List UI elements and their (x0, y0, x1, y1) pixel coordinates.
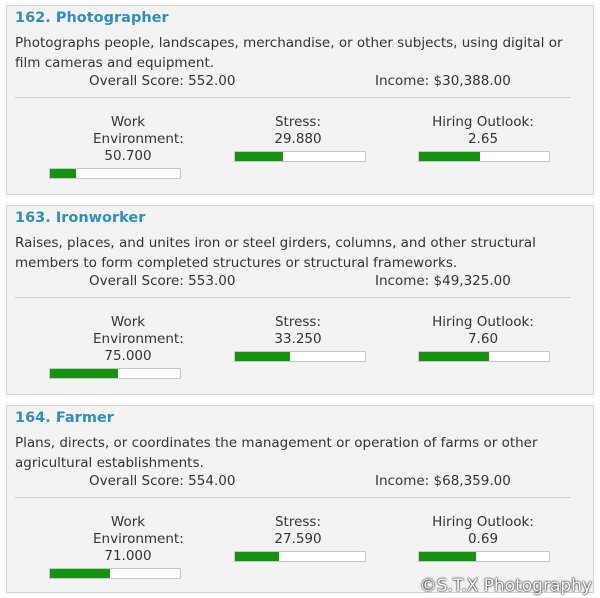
work-environment-metric: Work Environment: 75.000 (53, 314, 203, 365)
hiring-outlook-bar-fill (419, 352, 490, 361)
stress-bar-fill (235, 552, 280, 561)
stress-bar (234, 551, 366, 562)
hiring-outlook-bar (418, 551, 550, 562)
hiring-outlook-value: 7.60 (467, 331, 499, 347)
income: Income: $30,388.00 (375, 73, 511, 89)
stress-metric: Stress: 29.880 (232, 114, 364, 148)
work-environment-metric: Work Environment: 71.000 (53, 514, 203, 565)
hiring-outlook-label: Hiring Outlook: (432, 114, 534, 130)
stress-label: Stress: (274, 114, 322, 130)
stress-value: 33.250 (274, 331, 322, 347)
job-title[interactable]: 164. Farmer (15, 410, 114, 426)
work-environment-metric: Work Environment: 50.700 (53, 114, 203, 165)
job-title[interactable]: 163. Ironworker (15, 210, 146, 226)
stress-metric: Stress: 33.250 (232, 314, 364, 348)
overall-score: Overall Score: 552.00 (89, 73, 236, 89)
divider (15, 297, 571, 298)
hiring-outlook-bar (418, 151, 550, 162)
stress-value: 27.590 (274, 531, 322, 547)
hiring-outlook-metric: Hiring Outlook: 7.60 (415, 314, 551, 348)
work-environment-bar-fill (50, 569, 110, 578)
work-environment-bar (49, 168, 181, 179)
job-card: 164. Farmer Plans, directs, or coordinat… (6, 405, 594, 593)
stress-metric: Stress: 27.590 (232, 514, 364, 548)
stress-label: Stress: (274, 514, 322, 530)
income: Income: $49,325.00 (375, 273, 511, 289)
hiring-outlook-label: Hiring Outlook: (432, 314, 534, 330)
hiring-outlook-value: 2.65 (467, 131, 499, 147)
hiring-outlook-metric: Hiring Outlook: 2.65 (415, 114, 551, 148)
hiring-outlook-bar-fill (419, 552, 477, 561)
stress-bar (234, 151, 366, 162)
stress-bar (234, 351, 366, 362)
work-environment-bar-fill (50, 169, 76, 178)
job-description: Raises, places, and unites iron or steel… (15, 235, 536, 271)
overall-score: Overall Score: 553.00 (89, 273, 236, 289)
job-title[interactable]: 162. Photographer (15, 10, 169, 26)
income: Income: $68,359.00 (375, 473, 511, 489)
work-environment-bar-fill (50, 369, 118, 378)
stress-label: Stress: (274, 314, 322, 330)
divider (15, 497, 571, 498)
stress-value: 29.880 (274, 131, 322, 147)
stress-bar-fill (235, 352, 290, 361)
divider (15, 97, 571, 98)
work-environment-value: 50.700 (104, 148, 152, 164)
hiring-outlook-value: 0.69 (467, 531, 499, 547)
work-environment-bar (49, 368, 181, 379)
job-description: Photographs people, landscapes, merchand… (15, 35, 563, 71)
job-description: Plans, directs, or coordinates the manag… (15, 435, 538, 471)
work-environment-value: 71.000 (104, 548, 152, 564)
hiring-outlook-bar (418, 351, 550, 362)
work-environment-bar (49, 568, 181, 579)
work-environment-label: Work Environment: (93, 314, 184, 347)
job-card: 162. Photographer Photographs people, la… (6, 5, 594, 195)
overall-score: Overall Score: 554.00 (89, 473, 236, 489)
hiring-outlook-bar-fill (419, 152, 481, 161)
photographer-watermark: ©S.T.X Photography (419, 576, 592, 596)
hiring-outlook-metric: Hiring Outlook: 0.69 (415, 514, 551, 548)
hiring-outlook-label: Hiring Outlook: (432, 514, 534, 530)
work-environment-label: Work Environment: (93, 514, 184, 547)
work-environment-value: 75.000 (104, 348, 152, 364)
job-card: 163. Ironworker Raises, places, and unit… (6, 205, 594, 395)
work-environment-label: Work Environment: (93, 114, 184, 147)
stress-bar-fill (235, 152, 284, 161)
